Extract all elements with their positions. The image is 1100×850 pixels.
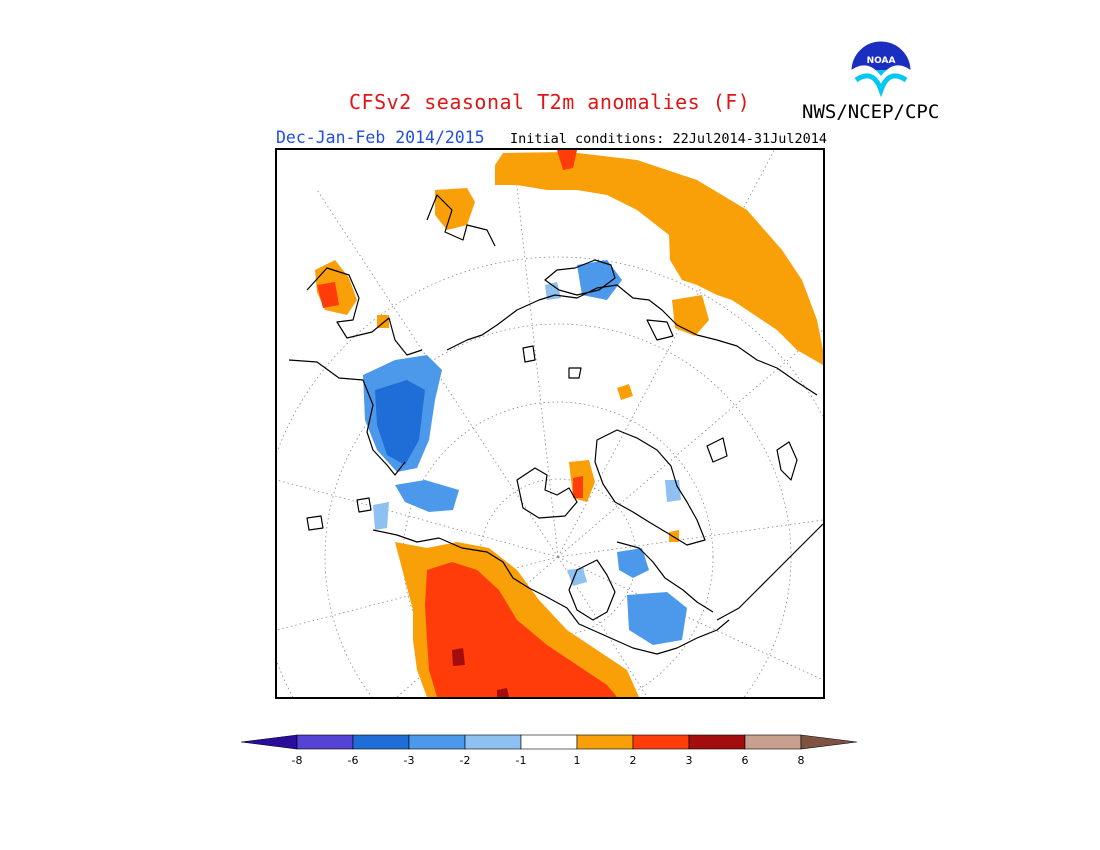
anomaly-orange-ural bbox=[672, 295, 709, 336]
coast-hudson-bay bbox=[568, 559, 616, 621]
anomaly-orange-eurasia bbox=[495, 152, 823, 365]
anomaly-orange-baffin bbox=[669, 530, 679, 542]
coast-arctic-siberia bbox=[446, 284, 818, 396]
colorbar-cell bbox=[688, 734, 746, 750]
meridian-90e bbox=[557, 519, 823, 558]
agency-label: NWS/NCEP/CPC bbox=[802, 101, 940, 123]
anomaly-red-greenland bbox=[573, 476, 583, 498]
colorbar: -8 -6 -3 -2 -1 1 2 3 6 8 bbox=[240, 734, 858, 767]
colorbar-tick-label: 8 bbox=[798, 754, 805, 767]
coast-japan-kamchatka bbox=[776, 441, 798, 481]
coast-east-asia bbox=[716, 523, 823, 621]
coast-small-island-4 bbox=[356, 497, 372, 513]
colorbar-tick-label: -6 bbox=[348, 754, 359, 767]
colorbar-arrow-high bbox=[800, 734, 858, 750]
noaa-logo-icon: NOAA bbox=[850, 40, 912, 102]
anomaly-blue-europe-dark bbox=[375, 380, 425, 465]
colorbar-tick-label: -8 bbox=[292, 754, 303, 767]
lat-circle-outer bbox=[277, 256, 823, 697]
lat-circle-60n bbox=[324, 323, 792, 697]
meridian-120e bbox=[557, 556, 823, 681]
colorbar-tick-label: 3 bbox=[686, 754, 693, 767]
colorbar-cell bbox=[464, 734, 522, 750]
colorbar-cell bbox=[632, 734, 690, 750]
meridian-30e bbox=[557, 150, 775, 558]
season-label: Dec-Jan-Feb 2014/2015 bbox=[276, 128, 485, 147]
anomaly-darkred-alaska bbox=[497, 688, 509, 697]
anomaly-shading bbox=[315, 150, 823, 697]
anomaly-red-siberia bbox=[557, 150, 577, 170]
anomaly-red-north-america bbox=[425, 562, 617, 697]
anomaly-darkred-west-canada bbox=[452, 648, 465, 666]
colorbar-cell bbox=[744, 734, 802, 750]
anomaly-blue-hudson bbox=[395, 480, 459, 512]
colorbar-tick-label: 1 bbox=[574, 754, 581, 767]
coast-canadian-archipelago bbox=[516, 467, 578, 519]
colorbar-cells bbox=[240, 734, 858, 750]
coast-north-america bbox=[372, 529, 730, 655]
coast-greenland bbox=[594, 429, 706, 546]
colorbar-labels: -8 -6 -3 -2 -1 1 2 3 6 8 bbox=[292, 754, 805, 767]
meridian-30w bbox=[316, 189, 559, 558]
coast-novaya-zemlya bbox=[544, 259, 616, 296]
coast-greenland-2 bbox=[706, 437, 728, 463]
initial-conditions-label: Initial conditions: 22Jul2014-31Jul2014 bbox=[510, 131, 827, 147]
meridian-60e bbox=[557, 329, 823, 558]
anomaly-red-scandinavia bbox=[317, 282, 339, 308]
colorbar-cell bbox=[576, 734, 634, 750]
colorbar-tick-label: 2 bbox=[630, 754, 637, 767]
polar-map bbox=[275, 148, 825, 699]
colorbar-cell bbox=[296, 734, 354, 750]
coast-taimyr bbox=[646, 319, 674, 341]
coast-small-island-1 bbox=[522, 345, 536, 363]
anomaly-blue-beaufort bbox=[617, 548, 649, 578]
colorbar-cell bbox=[520, 734, 578, 750]
colorbar-tick-label: -2 bbox=[460, 754, 471, 767]
coast-small-island-3 bbox=[306, 515, 324, 531]
map-title: CFSv2 seasonal T2m anomalies (F) bbox=[349, 90, 751, 114]
anomaly-orange-north-atlantic bbox=[435, 188, 475, 230]
anomaly-orange-central bbox=[617, 384, 633, 400]
anomaly-blue-greenland-east bbox=[665, 480, 681, 502]
colorbar-cell bbox=[408, 734, 466, 750]
colorbar-tick-label: -3 bbox=[404, 754, 415, 767]
colorbar-tick-label: 6 bbox=[742, 754, 749, 767]
noaa-logo-text: NOAA bbox=[867, 56, 896, 66]
coast-europe-asia-north bbox=[426, 194, 496, 247]
coastlines bbox=[288, 194, 823, 655]
anomaly-blue-labrador bbox=[373, 502, 389, 530]
coast-scandinavia bbox=[306, 267, 423, 356]
colorbar-tick-label: -1 bbox=[516, 754, 527, 767]
anomaly-blue-siberia-light bbox=[577, 260, 622, 300]
colorbar-arrow-low bbox=[240, 734, 298, 750]
coast-small-island-2 bbox=[568, 367, 582, 379]
coast-alaska bbox=[616, 541, 714, 613]
anomaly-blue-alaska-light bbox=[627, 592, 687, 645]
coast-europe-west bbox=[288, 359, 406, 476]
colorbar-cell bbox=[352, 734, 410, 750]
